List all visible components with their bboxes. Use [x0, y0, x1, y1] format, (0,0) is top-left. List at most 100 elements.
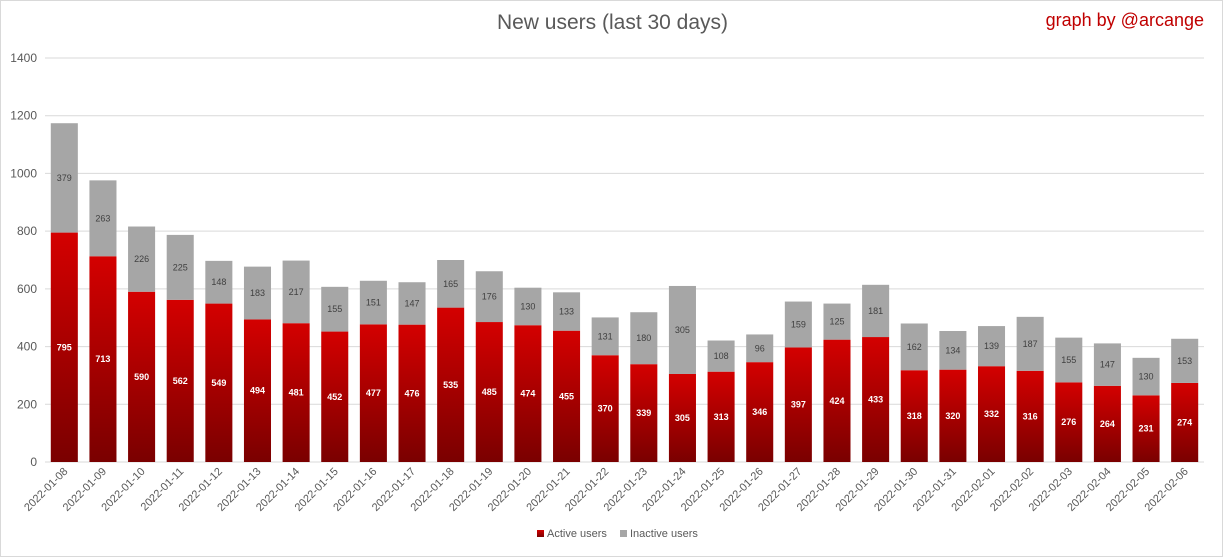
bar-inactive-users — [707, 340, 735, 372]
bar-inactive-users — [243, 266, 272, 320]
data-label-inactive: 125 — [829, 317, 844, 327]
bar-active-users — [746, 362, 774, 462]
data-label-active: 481 — [289, 388, 304, 398]
bar-inactive-users — [1093, 343, 1121, 386]
data-label-active: 339 — [636, 408, 651, 418]
data-label-active: 562 — [173, 376, 188, 386]
data-label-inactive: 379 — [57, 173, 72, 183]
data-label-active: 231 — [1139, 424, 1154, 434]
bar-inactive-users — [939, 330, 967, 370]
data-label-inactive: 151 — [366, 298, 381, 308]
bar-inactive-users — [823, 303, 851, 340]
bar-inactive-users — [398, 282, 426, 325]
legend: Active users Inactive users — [537, 528, 698, 540]
legend-swatch — [537, 530, 544, 537]
bar-active-users — [668, 373, 696, 462]
data-label-inactive: 134 — [945, 345, 960, 355]
chart-title: New users (last 30 days) — [496, 11, 729, 34]
bar-active-users — [243, 319, 272, 462]
bar-active-users — [398, 324, 426, 462]
data-label-active: 313 — [714, 412, 729, 422]
data-label-active: 397 — [791, 400, 806, 410]
bar-active-users — [282, 323, 310, 462]
y-tick-label: 1000 — [10, 166, 37, 180]
data-label-active: 276 — [1061, 417, 1076, 427]
bar-active-users — [862, 337, 890, 462]
y-tick-label: 200 — [17, 397, 37, 411]
bar-inactive-users — [166, 234, 194, 300]
bar-inactive-users — [1055, 337, 1083, 383]
data-label-active: 332 — [984, 409, 999, 419]
bar-inactive-users — [359, 280, 387, 325]
bar-inactive-users — [1171, 338, 1199, 383]
bar-active-users — [50, 232, 78, 462]
bar-active-users — [591, 355, 619, 462]
y-tick-label: 800 — [17, 224, 37, 238]
bar-active-users — [939, 369, 967, 462]
bar-inactive-users — [514, 287, 542, 326]
data-label-inactive: 183 — [250, 288, 265, 298]
bar-inactive-users — [128, 226, 156, 292]
bar-active-users — [823, 339, 851, 462]
data-label-active: 433 — [868, 395, 883, 405]
data-label-active: 485 — [482, 387, 497, 397]
y-tick-label: 400 — [17, 340, 37, 354]
data-label-active: 477 — [366, 388, 381, 398]
data-label-inactive: 187 — [1023, 339, 1038, 349]
bar-inactive-users — [1132, 357, 1160, 396]
y-tick-label: 600 — [17, 282, 37, 296]
data-label-active: 370 — [598, 404, 613, 414]
bar-active-users — [553, 330, 581, 462]
data-label-active: 590 — [134, 372, 149, 382]
data-label-active: 274 — [1177, 417, 1192, 427]
data-label-active: 535 — [443, 380, 458, 390]
data-label-inactive: 153 — [1177, 356, 1192, 366]
bar-active-users — [128, 291, 156, 462]
data-label-active: 264 — [1100, 419, 1115, 429]
data-label-inactive: 263 — [95, 213, 110, 223]
data-label-inactive: 155 — [1061, 355, 1076, 365]
bar-inactive-users — [668, 285, 696, 374]
data-label-inactive: 147 — [1100, 360, 1115, 370]
data-label-inactive: 133 — [559, 307, 574, 317]
data-label-active: 795 — [57, 342, 72, 352]
bars: 795 379 713 263 590 226 562 225 549 148 494 183 481 2… — [50, 123, 1199, 462]
bar-active-users — [707, 371, 735, 462]
data-label-active: 316 — [1023, 411, 1038, 421]
legend-label: Inactive users — [630, 528, 698, 540]
y-tick-label: 1200 — [10, 109, 37, 123]
bar-inactive-users — [1016, 316, 1044, 371]
bar-active-users — [437, 307, 465, 462]
gridlines — [45, 57, 1204, 463]
credit-label: graph by @arcange — [1045, 10, 1204, 30]
data-label-active: 494 — [250, 386, 265, 396]
bar-inactive-users — [475, 271, 503, 323]
legend-label: Active users — [547, 528, 607, 540]
y-tick-label: 1400 — [10, 51, 37, 65]
bar-inactive-users — [746, 334, 774, 363]
data-label-active: 320 — [945, 411, 960, 421]
data-label-inactive: 155 — [327, 304, 342, 314]
data-label-inactive: 165 — [443, 279, 458, 289]
bar-inactive-users — [282, 260, 310, 324]
data-label-active: 305 — [675, 413, 690, 423]
bar-inactive-users — [50, 123, 78, 233]
data-label-active: 455 — [559, 391, 574, 401]
data-label-active: 476 — [405, 388, 420, 398]
bar-inactive-users — [630, 312, 658, 365]
bar-active-users — [1016, 370, 1044, 462]
bar-active-users — [900, 370, 928, 462]
bar-active-users — [475, 322, 503, 462]
data-label-inactive: 225 — [173, 262, 188, 272]
data-label-active: 424 — [829, 396, 844, 406]
data-label-inactive: 108 — [714, 351, 729, 361]
bar-inactive-users — [437, 260, 465, 308]
bar-active-users — [977, 366, 1006, 462]
data-label-active: 318 — [907, 411, 922, 421]
bar-active-users — [1132, 395, 1160, 462]
bar-active-users — [630, 364, 658, 462]
data-label-active: 549 — [211, 378, 226, 388]
bar-active-users — [514, 325, 542, 462]
bar-inactive-users — [591, 317, 619, 356]
